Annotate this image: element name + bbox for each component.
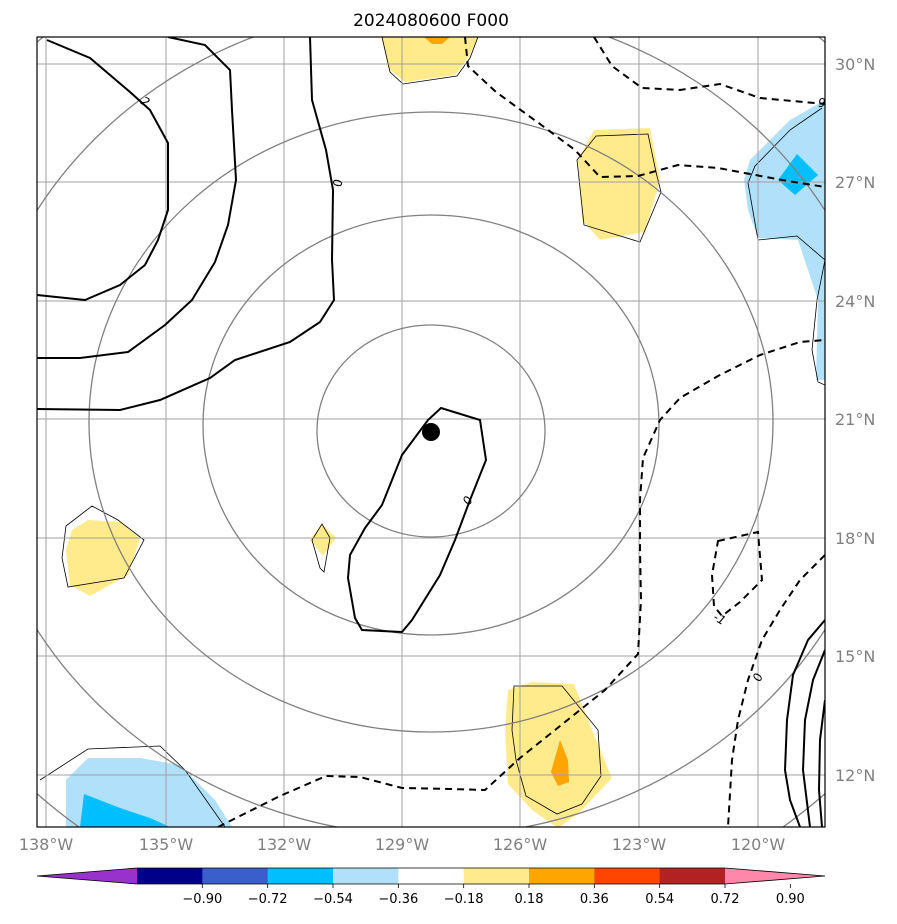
- colorbar-tick-label: 0.72: [711, 892, 740, 907]
- deep-blue-patch-east: [778, 154, 818, 195]
- colorbar-segment: [137, 868, 203, 884]
- orange-patch-top: [424, 37, 450, 44]
- map-title: 2024080600 F000: [353, 11, 509, 31]
- lat-label-15n: 15°N: [835, 647, 875, 666]
- colorbar: −0.90 −0.72 −0.54 −0.36 −0.18 0.18 0.36 0.54 0.7…: [36, 867, 826, 907]
- contour-neg-south: [217, 339, 825, 827]
- contour-label-zero-north: 0: [330, 179, 344, 187]
- range-ring-1: [316, 324, 546, 538]
- colorbar-tick-label: 0.90: [776, 892, 805, 907]
- contour-two-inner: [37, 39, 169, 302]
- outline-sw: [39, 745, 226, 827]
- outline-small: [311, 523, 331, 573]
- lon-label-123w: 123°W: [612, 835, 667, 854]
- colorbar-outline: [36, 867, 826, 885]
- solid-contours: [37, 37, 825, 827]
- lon-label-126w: 126°W: [493, 835, 548, 854]
- deep-blue-patch-sw: [80, 794, 170, 827]
- contour-zero-center: [346, 406, 488, 634]
- outline-west: [61, 505, 145, 588]
- colorbar-tick-label: 0.54: [645, 892, 674, 907]
- lat-axis-labels: 30°N 27°N 24°N 21°N 18°N 15°N 12°N: [835, 55, 875, 785]
- lon-label-120w: 120°W: [731, 835, 786, 854]
- outline-south: [511, 685, 602, 815]
- thin-outlines: [39, 37, 825, 827]
- storm-center-dot: [422, 423, 440, 441]
- lon-label-135w: 135°W: [139, 835, 194, 854]
- colorbar-tick-label: −0.90: [182, 892, 222, 907]
- outline-top: [381, 37, 479, 85]
- lon-axis-labels: 138°W 135°W 132°W 129°W 126°W 123°W 120°…: [19, 835, 786, 854]
- contour-zero-north: [37, 37, 336, 412]
- lat-label-18n: 18°N: [835, 529, 875, 548]
- plot-frame: [36, 36, 826, 828]
- lon-label-129w: 129°W: [375, 835, 430, 854]
- lat-label-27n: 27°N: [835, 173, 875, 192]
- colorbar-extend-low: [37, 868, 137, 884]
- colorbar-segment: [333, 868, 399, 884]
- colorbar-tick-label: −0.54: [313, 892, 353, 907]
- colorbar-segment: [463, 868, 530, 884]
- contour-se-2: [801, 649, 825, 827]
- contour-two-outer: [37, 37, 238, 359]
- contour-se-1: [783, 619, 825, 827]
- colorbar-segment: [659, 868, 726, 884]
- yellow-patch-small: [310, 524, 336, 556]
- contour-neg-se: [727, 554, 825, 827]
- contour-neg-top-1: [464, 37, 825, 188]
- lat-label-21n: 21°N: [835, 410, 875, 429]
- colorbar-tick-label: −0.18: [444, 892, 484, 907]
- colorbar-tick-label: 0.36: [580, 892, 609, 907]
- colorbar-tick-label: −0.36: [378, 892, 418, 907]
- outline-ne: [576, 133, 662, 243]
- lat-label-12n: 12°N: [835, 766, 875, 785]
- outline-east-lower: [811, 259, 825, 386]
- colorbar-segment: [202, 868, 269, 884]
- graticule: [37, 37, 825, 827]
- range-ring-3: [88, 111, 774, 733]
- contour-se-3: [817, 699, 825, 827]
- yellow-patch-top: [382, 37, 478, 82]
- colorbar-segment: [529, 868, 595, 884]
- range-ring-2: [202, 214, 660, 636]
- outline-east: [747, 107, 825, 261]
- lon-label-132w: 132°W: [257, 835, 312, 854]
- dashed-contours: [217, 37, 825, 827]
- colorbar-segment: [594, 868, 661, 884]
- lat-label-24n: 24°N: [835, 292, 875, 311]
- colorbar-tick-label: −0.72: [248, 892, 288, 907]
- colorbar-tick-label: 0.18: [515, 892, 544, 907]
- colorbar-segment: [398, 868, 465, 884]
- contour-label-nine: 9: [818, 96, 826, 110]
- colorbar-extend-high: [725, 868, 825, 884]
- contour-neg-top-2: [593, 37, 825, 105]
- colorbar-segment: [267, 868, 334, 884]
- yellow-patch-west: [66, 520, 140, 596]
- lon-label-138w: 138°W: [19, 835, 74, 854]
- contour-neg-one: [710, 530, 764, 618]
- lat-label-30n: 30°N: [835, 55, 875, 74]
